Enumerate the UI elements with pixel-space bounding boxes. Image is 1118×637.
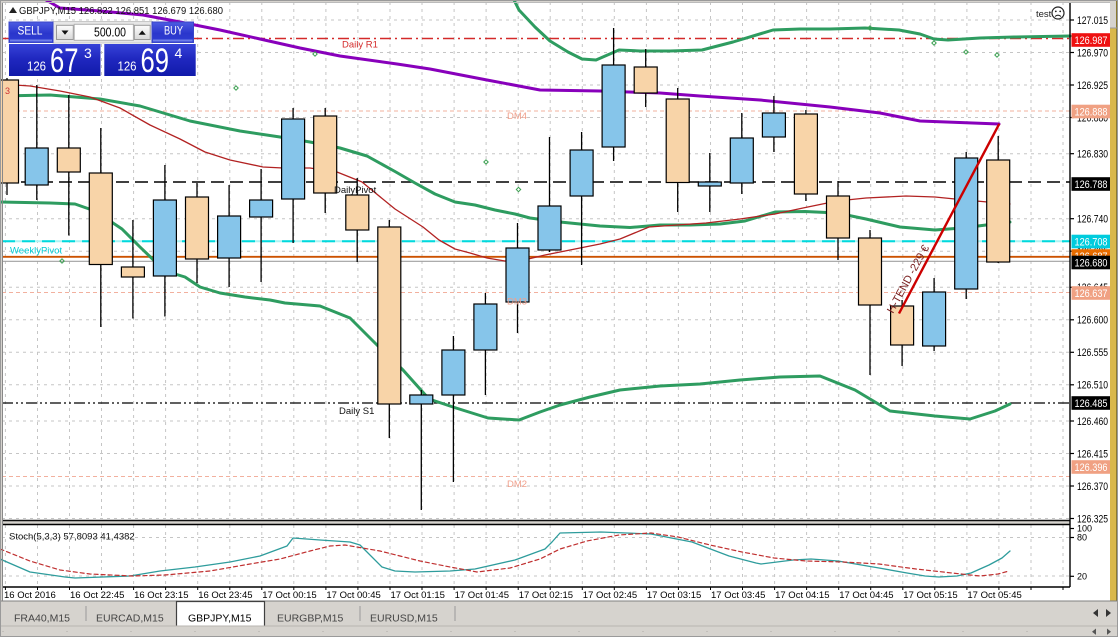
svg-text:126.708: 126.708	[1075, 236, 1108, 248]
svg-text:67: 67	[50, 42, 79, 80]
svg-text:80: 80	[1077, 533, 1087, 543]
svg-text:16 Oct 23:45: 16 Oct 23:45	[198, 590, 252, 601]
svg-text:126.510: 126.510	[1077, 380, 1108, 392]
svg-text:20: 20	[1077, 572, 1087, 582]
svg-text:126: 126	[118, 59, 137, 73]
svg-text:126.555: 126.555	[1077, 347, 1108, 359]
svg-text:test: test	[1036, 9, 1052, 20]
svg-text:126.325: 126.325	[1077, 513, 1108, 525]
svg-text:DM2: DM2	[507, 479, 527, 490]
svg-text:GBPJPY,M15: GBPJPY,M15	[188, 613, 252, 625]
svg-text:16 Oct 23:15: 16 Oct 23:15	[134, 590, 188, 601]
svg-text:Daily S1: Daily S1	[339, 406, 374, 417]
svg-text:FRA40,M15: FRA40,M15	[14, 613, 70, 625]
svg-text:17 Oct 03:15: 17 Oct 03:15	[647, 590, 701, 601]
svg-text:17 Oct 00:45: 17 Oct 00:45	[326, 590, 380, 601]
svg-text:126.396: 126.396	[1075, 462, 1108, 474]
svg-text:126.415: 126.415	[1077, 448, 1108, 460]
svg-text:3: 3	[5, 86, 10, 96]
svg-text:GBPJPY,M15 126.822 126.851 126: GBPJPY,M15 126.822 126.851 126.679 126.6…	[19, 6, 223, 17]
svg-text:126.370: 126.370	[1077, 481, 1108, 493]
svg-text:DM4: DM4	[507, 111, 527, 122]
svg-text:126.460: 126.460	[1077, 416, 1108, 428]
svg-text:126.925: 126.925	[1077, 80, 1108, 92]
svg-text:EURGBP,M15: EURGBP,M15	[277, 613, 343, 625]
svg-text:126.888: 126.888	[1075, 106, 1108, 118]
svg-text:17 Oct 00:15: 17 Oct 00:15	[262, 590, 316, 601]
svg-text:16 Oct 2016: 16 Oct 2016	[4, 590, 56, 601]
svg-text:SELL: SELL	[18, 26, 44, 38]
svg-text:126.830: 126.830	[1077, 149, 1108, 161]
svg-text:17 Oct 04:45: 17 Oct 04:45	[839, 590, 893, 601]
svg-text:17 Oct 04:15: 17 Oct 04:15	[775, 590, 829, 601]
svg-text:500.00: 500.00	[94, 26, 126, 40]
svg-text:126.970: 126.970	[1077, 47, 1108, 59]
svg-text:126.680: 126.680	[1075, 257, 1108, 269]
svg-text:17 Oct 01:15: 17 Oct 01:15	[391, 590, 445, 601]
svg-text:17 Oct 05:45: 17 Oct 05:45	[967, 590, 1021, 601]
svg-text:DM3: DM3	[507, 297, 527, 308]
svg-text:126.637: 126.637	[1075, 288, 1108, 300]
svg-text:69: 69	[141, 42, 170, 80]
svg-text:DailyPivot: DailyPivot	[334, 185, 377, 196]
svg-text:17 Oct 03:45: 17 Oct 03:45	[711, 590, 765, 601]
svg-text:127.015: 127.015	[1077, 15, 1108, 27]
svg-text:17 Oct 01:45: 17 Oct 01:45	[455, 590, 509, 601]
svg-text:126.740: 126.740	[1077, 214, 1108, 226]
svg-text:BUY: BUY	[164, 26, 183, 38]
svg-text:126.600: 126.600	[1077, 315, 1108, 327]
svg-text:126.485: 126.485	[1075, 398, 1108, 410]
svg-text:126.987: 126.987	[1075, 35, 1108, 47]
svg-text:EURCAD,M15: EURCAD,M15	[96, 613, 164, 625]
svg-text:17 Oct 05:15: 17 Oct 05:15	[903, 590, 957, 601]
svg-text:16 Oct 22:45: 16 Oct 22:45	[70, 590, 124, 601]
svg-text:100: 100	[1077, 524, 1092, 534]
svg-text:17 Oct 02:45: 17 Oct 02:45	[583, 590, 637, 601]
svg-text:3: 3	[84, 45, 92, 61]
svg-text:WeeklyPivot: WeeklyPivot	[10, 246, 62, 257]
svg-text:Daily R1: Daily R1	[342, 40, 378, 51]
svg-text:126.788: 126.788	[1075, 179, 1108, 191]
svg-text:126: 126	[27, 59, 46, 73]
svg-text:EURUSD,M15: EURUSD,M15	[370, 613, 438, 625]
svg-text:Stoch(5,3,3) 57,8093 41,4382: Stoch(5,3,3) 57,8093 41,4382	[9, 532, 135, 543]
svg-text:17 Oct 02:15: 17 Oct 02:15	[519, 590, 573, 601]
svg-text:4: 4	[175, 45, 183, 61]
